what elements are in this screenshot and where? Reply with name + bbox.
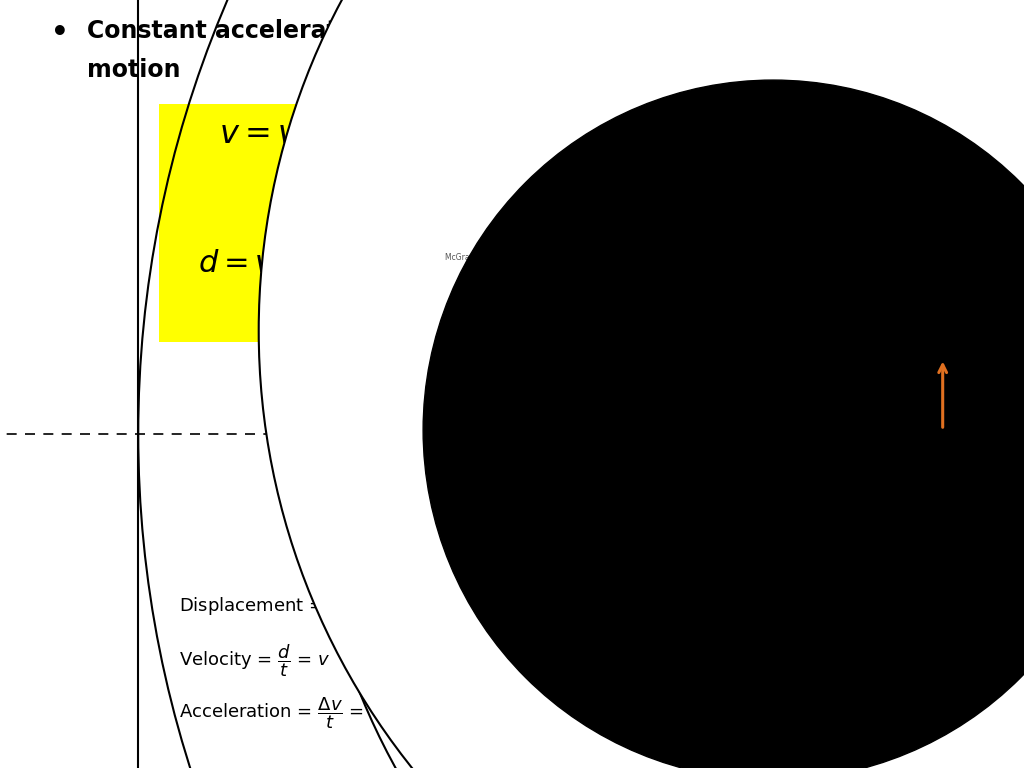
Text: Displacement = $\theta$: Displacement = $\theta$ — [614, 595, 777, 617]
Text: McGraw-Hill Companies, Inc. Permission required for re: McGraw-Hill Companies, Inc. Permission r… — [445, 253, 656, 262]
Circle shape — [423, 80, 1024, 768]
Circle shape — [259, 0, 1024, 768]
Text: $v = v_0 + at$: $v = v_0 + at$ — [219, 118, 385, 151]
FancyBboxPatch shape — [614, 104, 957, 342]
Text: Velocity = $\dfrac{d}{t}$ = $v$: Velocity = $\dfrac{d}{t}$ = $v$ — [179, 643, 331, 680]
Text: Acceleration = $\dfrac{\Delta\omega}{t}$ = $\alpha$: Acceleration = $\dfrac{\Delta\omega}{t}$… — [614, 695, 823, 730]
Text: •: • — [51, 19, 69, 47]
Text: Constant acceleration equations for linear and rotational: Constant acceleration equations for line… — [87, 19, 849, 43]
Text: Acceleration = $\dfrac{\Delta v}{t}$ = $a$: Acceleration = $\dfrac{\Delta v}{t}$ = $… — [179, 695, 382, 730]
Text: $\omega = \omega_0 + \alpha t$: $\omega = \omega_0 + \alpha t$ — [694, 118, 879, 151]
Circle shape — [308, 0, 1024, 768]
Text: 9: 9 — [986, 730, 998, 749]
Text: $d = v_0t + \dfrac{1}{2}at^2$: $d = v_0t + \dfrac{1}{2}at^2$ — [198, 237, 407, 293]
Text: Velocity = $\dfrac{\theta}{t}$ = $\omega$: Velocity = $\dfrac{\theta}{t}$ = $\omega… — [614, 643, 769, 680]
Text: $\omega$: $\omega$ — [477, 412, 497, 432]
FancyBboxPatch shape — [159, 104, 445, 342]
Text: motion: motion — [87, 58, 180, 81]
Text: $\theta = \omega_0 t + \dfrac{1}{2}\alpha t^2$: $\theta = \omega_0 t + \dfrac{1}{2}\alph… — [678, 237, 895, 293]
Text: Displacement = $d$: Displacement = $d$ — [179, 595, 343, 617]
